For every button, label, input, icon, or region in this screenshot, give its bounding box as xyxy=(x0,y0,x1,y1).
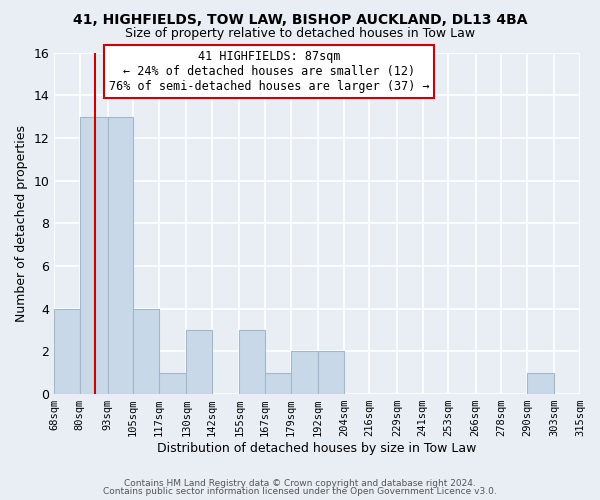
Bar xyxy=(54,308,80,394)
Bar xyxy=(239,330,265,394)
Bar xyxy=(186,330,212,394)
Text: 41 HIGHFIELDS: 87sqm
← 24% of detached houses are smaller (12)
76% of semi-detac: 41 HIGHFIELDS: 87sqm ← 24% of detached h… xyxy=(109,50,430,93)
Text: Contains HM Land Registry data © Crown copyright and database right 2024.: Contains HM Land Registry data © Crown c… xyxy=(124,478,476,488)
Bar xyxy=(290,352,318,394)
Bar xyxy=(133,308,158,394)
Bar xyxy=(107,116,133,394)
Text: Size of property relative to detached houses in Tow Law: Size of property relative to detached ho… xyxy=(125,28,475,40)
X-axis label: Distribution of detached houses by size in Tow Law: Distribution of detached houses by size … xyxy=(157,442,477,455)
Text: Contains public sector information licensed under the Open Government Licence v3: Contains public sector information licen… xyxy=(103,487,497,496)
Y-axis label: Number of detached properties: Number of detached properties xyxy=(15,125,28,322)
Bar xyxy=(158,372,186,394)
Bar xyxy=(265,372,290,394)
Bar xyxy=(527,372,554,394)
Text: 41, HIGHFIELDS, TOW LAW, BISHOP AUCKLAND, DL13 4BA: 41, HIGHFIELDS, TOW LAW, BISHOP AUCKLAND… xyxy=(73,12,527,26)
Bar xyxy=(318,352,344,394)
Bar xyxy=(80,116,107,394)
